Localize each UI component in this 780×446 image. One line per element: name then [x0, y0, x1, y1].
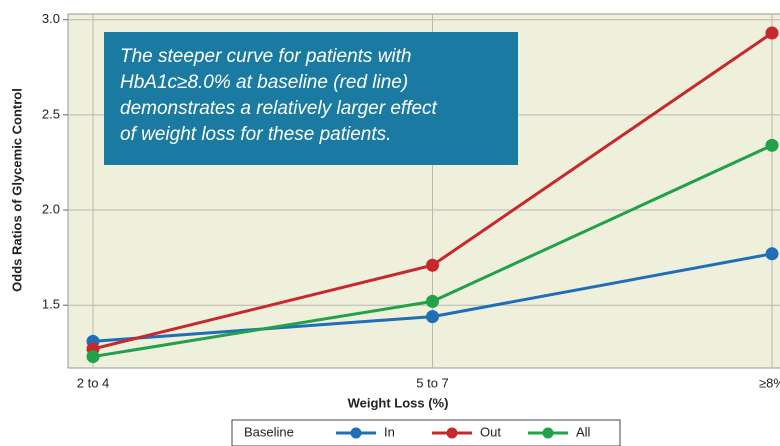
point: [765, 138, 779, 152]
legend-label: Out: [480, 424, 501, 439]
x-tick-label: ≥8%: [759, 375, 780, 390]
annotation-text: of weight loss for these patients.: [120, 124, 391, 145]
point: [86, 350, 100, 364]
legend-label: All: [576, 424, 591, 439]
legend-marker: [446, 427, 458, 439]
annotation-text: HbA1c≥8.0% at baseline (red line): [120, 72, 408, 93]
point: [426, 258, 439, 272]
annotation-box: [104, 32, 518, 165]
legend-marker: [350, 427, 362, 439]
x-axis-label: Weight Loss (%): [348, 395, 449, 410]
point: [426, 310, 439, 324]
y-tick-label: 3.0: [42, 11, 60, 26]
legend-label: In: [384, 424, 395, 439]
legend-marker: [542, 427, 554, 439]
point: [426, 294, 439, 308]
point: [765, 26, 779, 40]
x-tick-label: 2 to 4: [77, 375, 110, 390]
y-tick-label: 2.0: [42, 201, 60, 216]
legend-title: Baseline: [244, 424, 294, 439]
x-tick-label: 5 to 7: [416, 375, 449, 390]
y-tick-label: 2.5: [42, 106, 60, 121]
y-tick-label: 1.5: [42, 297, 60, 312]
annotation-text: demonstrates a relatively larger effect: [120, 98, 438, 119]
y-axis-label: Odds Ratios of Glycemic Control: [9, 88, 24, 292]
annotation-text: The steeper curve for patients with: [120, 46, 411, 67]
point: [765, 247, 779, 261]
